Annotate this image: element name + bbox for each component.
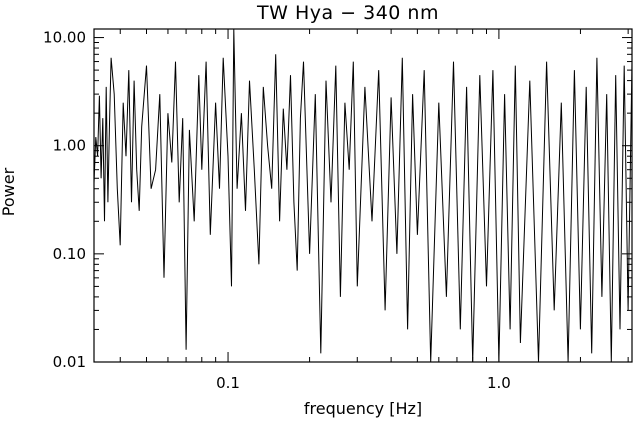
y-tick-label: 0.01: [53, 353, 86, 371]
tick-layer: [94, 29, 632, 363]
x-axis-title: frequency [Hz]: [304, 399, 422, 418]
plot-frame: [93, 28, 633, 363]
series-layer: [93, 28, 633, 363]
y-axis-title: Power: [0, 167, 18, 216]
power-series-line-0: [93, 28, 633, 363]
y-tick-label: 1.00: [53, 137, 86, 155]
y-tick-label: 0.10: [53, 245, 86, 263]
y-tick-label: 10.00: [43, 29, 86, 47]
plot-area: [93, 28, 633, 363]
x-tick-label: 1.0: [487, 374, 511, 392]
tick-label-layer: 0.1 1.0 0.01 0.10 1.00 10.00: [43, 29, 511, 392]
chart-title: TW Hya − 340 nm: [256, 2, 439, 24]
x-tick-label: 0.1: [216, 374, 240, 392]
